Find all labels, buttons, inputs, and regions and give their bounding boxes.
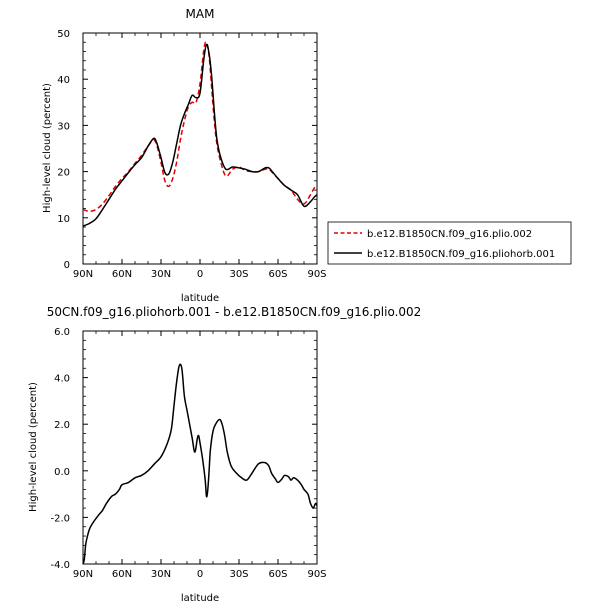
top-chart-title: MAM — [186, 7, 215, 21]
top-x-tick-label: 30N — [151, 269, 171, 280]
top-x-tick-label: 30S — [229, 269, 248, 280]
top-panel: MAM 90N 60N 30N 0 30S 60S 90S 0 10 20 30 40 50 latit… — [42, 7, 572, 304]
bottom-x-tick-label: 60N — [112, 569, 132, 580]
top-x-axis-label: latitude — [181, 293, 219, 304]
bottom-x-tick-label: 30N — [151, 569, 171, 580]
bottom-y-tick-label: 6.0 — [54, 327, 70, 338]
bottom-plot-frame — [82, 330, 318, 565]
bottom-chart-title: 50CN.f09_g16.pliohorb.001 - b.e12.B1850C… — [47, 305, 422, 319]
top-y-axis-label: High-level cloud (percent) — [42, 83, 53, 213]
bottom-x-tick-label: 90N — [73, 569, 93, 580]
bottom-x-tick-label: 0 — [197, 569, 203, 580]
top-plot-frame — [82, 32, 318, 265]
bottom-series-group — [82, 363, 318, 565]
bottom-x-tick-label: 60S — [268, 569, 287, 580]
legend-label-plio: b.e12.B1850CN.f09_g16.plio.002 — [367, 229, 532, 240]
top-series-line-1 — [82, 43, 318, 227]
top-y-tick-label: 40 — [57, 75, 70, 86]
bottom-y-tick-label: 2.0 — [54, 420, 70, 431]
top-y-tick-label: 0 — [64, 260, 70, 271]
bottom-y-tick-label: 0.0 — [54, 467, 70, 478]
bottom-x-tick-label: 30S — [229, 569, 248, 580]
top-legend: b.e12.B1850CN.f09_g16.plio.002 b.e12.B18… — [327, 221, 572, 265]
top-y-tick-label: 20 — [57, 168, 70, 179]
bottom-y-tick-label: 4.0 — [54, 374, 70, 385]
top-x-tick-label: 90S — [307, 269, 326, 280]
bottom-axis-ticks: 90N 60N 30N 0 30S 60S 90S -4.0 -2.0 0.0 2.0 4.0 6.0 — [50, 327, 326, 580]
bottom-x-axis-label: latitude — [181, 593, 219, 604]
top-x-tick-label: 60S — [268, 269, 287, 280]
bottom-y-tick-label: -2.0 — [50, 513, 70, 524]
top-x-tick-label: 90N — [73, 269, 93, 280]
top-y-tick-label: 10 — [57, 214, 70, 225]
top-axis-ticks: 90N 60N 30N 0 30S 60S 90S 0 10 20 30 40 50 — [57, 29, 326, 280]
top-x-tick-label: 60N — [112, 269, 132, 280]
bottom-x-tick-label: 90S — [307, 569, 326, 580]
top-y-tick-label: 50 — [57, 29, 70, 40]
legend-box — [327, 221, 572, 265]
bottom-panel: 50CN.f09_g16.pliohorb.001 - b.e12.B1850C… — [28, 305, 421, 604]
top-series-group — [82, 41, 318, 227]
top-x-tick-label: 0 — [197, 269, 203, 280]
bottom-y-tick-label: -4.0 — [50, 560, 70, 571]
bottom-series-line-0 — [82, 363, 318, 565]
legend-label-pliohorb: b.e12.B1850CN.f09_g16.pliohorb.001 — [367, 249, 555, 260]
bottom-y-axis-label: High-level cloud (percent) — [28, 382, 39, 512]
top-y-tick-label: 30 — [57, 121, 70, 132]
